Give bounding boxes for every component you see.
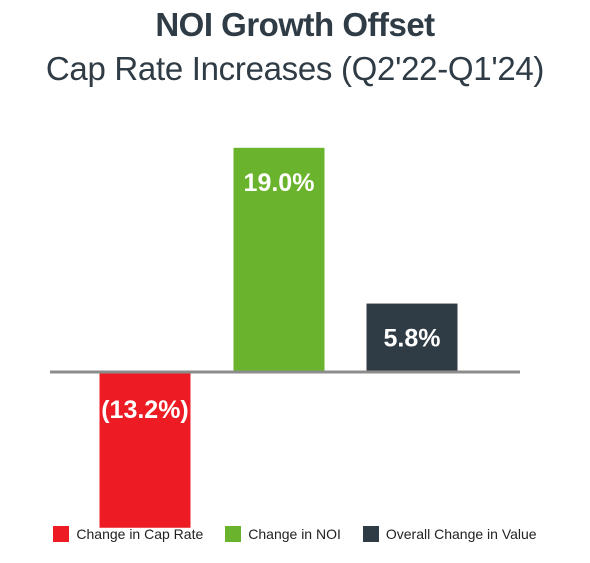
chart-subtitle: Cap Rate Increases (Q2'22-Q1'24) [45, 50, 545, 87]
chart-legend: Change in Cap Rate Change in NOI Overall C… [0, 526, 590, 542]
legend-label-3: Overall Change in Value [385, 526, 537, 542]
data-label-2: 19.0% [244, 169, 315, 197]
legend-swatch-2 [225, 526, 242, 542]
data-label-1: (13.2%) [101, 396, 189, 424]
legend-swatch-1 [53, 526, 70, 542]
data-label-3: 5.8% [384, 325, 441, 353]
legend-item-1: Change in Cap Rate [53, 526, 203, 542]
legend-label-2: Change in NOI [248, 526, 341, 542]
bar-1 [99, 372, 191, 528]
legend-label-1: Change in Cap Rate [76, 526, 204, 542]
legend-item-3: Overall Change in Value [362, 526, 537, 542]
legend-item-2: Change in NOI [225, 526, 341, 542]
legend-swatch-3 [362, 526, 379, 542]
bar-2 [233, 147, 325, 372]
chart-title: NOI Growth Offset [155, 6, 435, 43]
bar-3 [366, 303, 458, 372]
